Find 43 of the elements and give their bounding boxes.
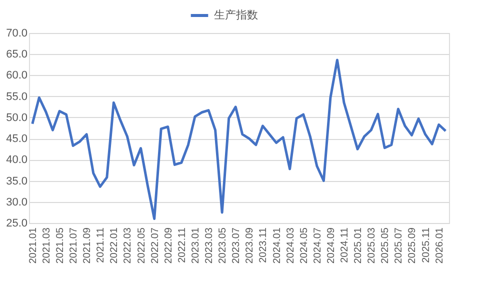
x-tick-label: 2023.05 (218, 227, 229, 264)
x-tick-label: 2024.11 (340, 227, 350, 263)
x-tick-label: 2022.05 (136, 227, 148, 264)
x-tick-label: 2024.09 (326, 227, 337, 264)
x-tick-label: 2022.11 (176, 227, 188, 263)
x-tick-label: 2025.11 (420, 227, 432, 263)
x-tick-label: 2022.03 (122, 227, 134, 264)
y-tick-label: 60.0 (6, 70, 28, 82)
x-tick-label: 2021.03 (41, 227, 52, 264)
y-tick-label: 55.0 (6, 90, 28, 103)
x-tick-label: 2025.01 (353, 227, 364, 264)
legend-label: 生产指数 (214, 8, 258, 22)
x-tick-label: 2022.09 (163, 227, 174, 264)
y-tick-label: 30.0 (6, 196, 28, 208)
y-tick-label: 40.0 (6, 154, 28, 166)
x-tick-label: 2022.07 (150, 227, 161, 264)
x-tick-label: 2021.11 (96, 227, 107, 263)
x-tick-label: 2024.05 (298, 227, 310, 264)
x-tick-label: 2021.01 (28, 227, 39, 264)
x-tick-label: 2022.01 (109, 227, 120, 264)
y-tick-label: 70.0 (6, 28, 28, 40)
x-tick-label: 2023.09 (244, 227, 256, 264)
x-tick-label: 2023.01 (190, 227, 202, 264)
x-tick-label: 2025.05 (380, 227, 392, 264)
x-tick-label: 2025.09 (407, 227, 418, 264)
x-tick-label: 2024.07 (312, 227, 324, 264)
line-series (31, 58, 447, 220)
x-tick-label: 2021.09 (82, 227, 94, 264)
x-tick-label: 2021.05 (54, 227, 66, 264)
y-tick-label: 35.0 (6, 175, 28, 188)
x-tick-label: 2023.03 (204, 227, 216, 264)
x-tick-label: 2024.03 (285, 227, 296, 264)
x-tick-label: 2025.07 (394, 227, 405, 264)
y-tick-label: 50.0 (6, 112, 28, 124)
x-tick-label: 2021.07 (68, 227, 80, 264)
y-tick-label: 45.0 (6, 133, 28, 146)
y-tick-label: 65.0 (6, 48, 28, 61)
x-tick-label: 2026.01 (434, 227, 446, 264)
x-tick-label: 2024.01 (272, 227, 283, 264)
x-tick-label: 2023.07 (231, 227, 242, 264)
x-tick-label: 2023.11 (258, 227, 270, 263)
y-tick-label: 25.0 (6, 218, 28, 230)
x-tick-label: 2025.03 (366, 227, 378, 264)
